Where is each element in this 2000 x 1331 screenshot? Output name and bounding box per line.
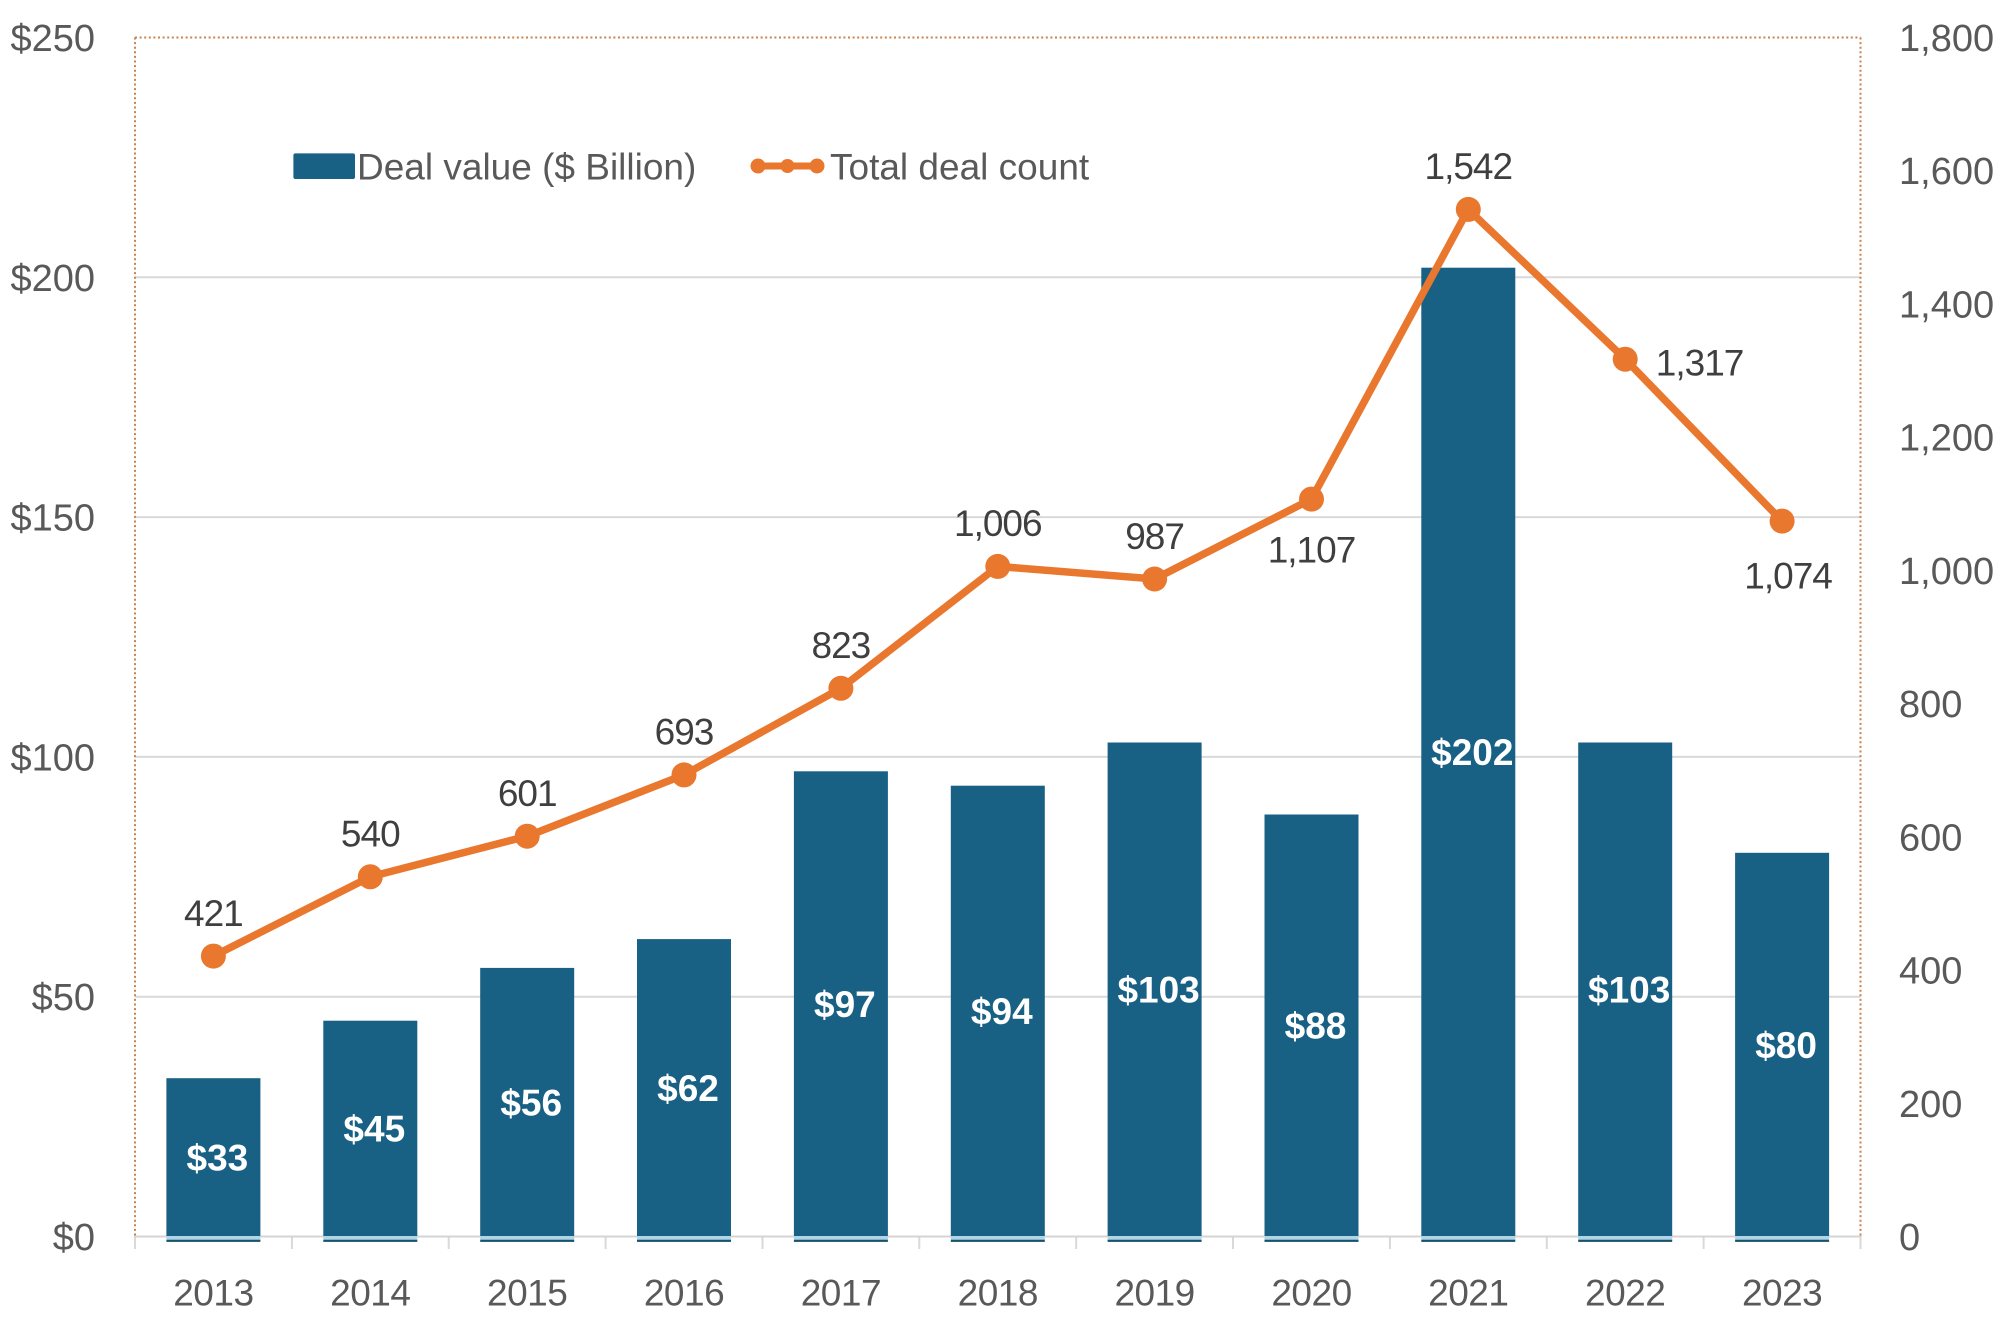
svg-text:$202: $202 (1431, 732, 1513, 773)
svg-text:1,800: 1,800 (1899, 18, 1994, 60)
svg-text:$45: $45 (343, 1109, 405, 1150)
svg-text:987: 987 (1125, 516, 1184, 557)
svg-text:1,006: 1,006 (954, 503, 1042, 544)
svg-text:$103: $103 (1588, 970, 1670, 1011)
svg-text:$250: $250 (10, 18, 95, 60)
svg-text:$80: $80 (1755, 1025, 1817, 1066)
svg-text:2022: 2022 (1585, 1273, 1665, 1314)
svg-text:2014: 2014 (330, 1273, 410, 1314)
svg-text:1,317: 1,317 (1656, 343, 1744, 384)
svg-text:$97: $97 (814, 984, 876, 1025)
svg-text:2020: 2020 (1271, 1273, 1351, 1314)
svg-text:Deal value ($ Billion): Deal value ($ Billion) (357, 147, 696, 188)
svg-text:$0: $0 (53, 1217, 95, 1259)
svg-text:2015: 2015 (487, 1273, 567, 1314)
svg-text:$94: $94 (971, 991, 1033, 1032)
svg-text:1,200: 1,200 (1899, 418, 1994, 460)
svg-text:2019: 2019 (1114, 1273, 1194, 1314)
svg-text:$88: $88 (1285, 1006, 1347, 1047)
svg-text:1,400: 1,400 (1899, 284, 1994, 326)
svg-text:$103: $103 (1117, 970, 1199, 1011)
svg-text:1,107: 1,107 (1268, 530, 1356, 571)
svg-text:$33: $33 (187, 1138, 249, 1179)
svg-text:1,000: 1,000 (1899, 551, 1994, 593)
svg-text:540: 540 (341, 814, 400, 855)
svg-text:$200: $200 (10, 258, 95, 300)
svg-text:693: 693 (655, 712, 714, 753)
svg-text:600: 600 (1899, 817, 1962, 859)
svg-text:400: 400 (1899, 951, 1962, 993)
svg-text:823: 823 (812, 625, 871, 666)
svg-text:$62: $62 (657, 1068, 719, 1109)
svg-text:2017: 2017 (801, 1273, 881, 1314)
svg-text:2016: 2016 (644, 1273, 724, 1314)
svg-text:2013: 2013 (173, 1273, 253, 1314)
svg-text:2023: 2023 (1742, 1273, 1822, 1314)
svg-text:1,600: 1,600 (1899, 151, 1994, 193)
svg-text:601: 601 (498, 773, 557, 814)
svg-text:1,542: 1,542 (1425, 146, 1513, 187)
svg-text:1,074: 1,074 (1744, 556, 1832, 597)
svg-text:$150: $150 (10, 498, 95, 540)
svg-text:2018: 2018 (958, 1273, 1038, 1314)
svg-text:800: 800 (1899, 684, 1962, 726)
svg-text:$50: $50 (32, 977, 95, 1019)
svg-text:0: 0 (1899, 1217, 1920, 1259)
svg-text:$56: $56 (500, 1082, 562, 1123)
svg-text:2021: 2021 (1428, 1273, 1508, 1314)
svg-text:Total deal count: Total deal count (830, 147, 1090, 188)
svg-text:421: 421 (184, 893, 243, 934)
svg-text:200: 200 (1899, 1084, 1962, 1126)
svg-text:$100: $100 (10, 737, 95, 779)
